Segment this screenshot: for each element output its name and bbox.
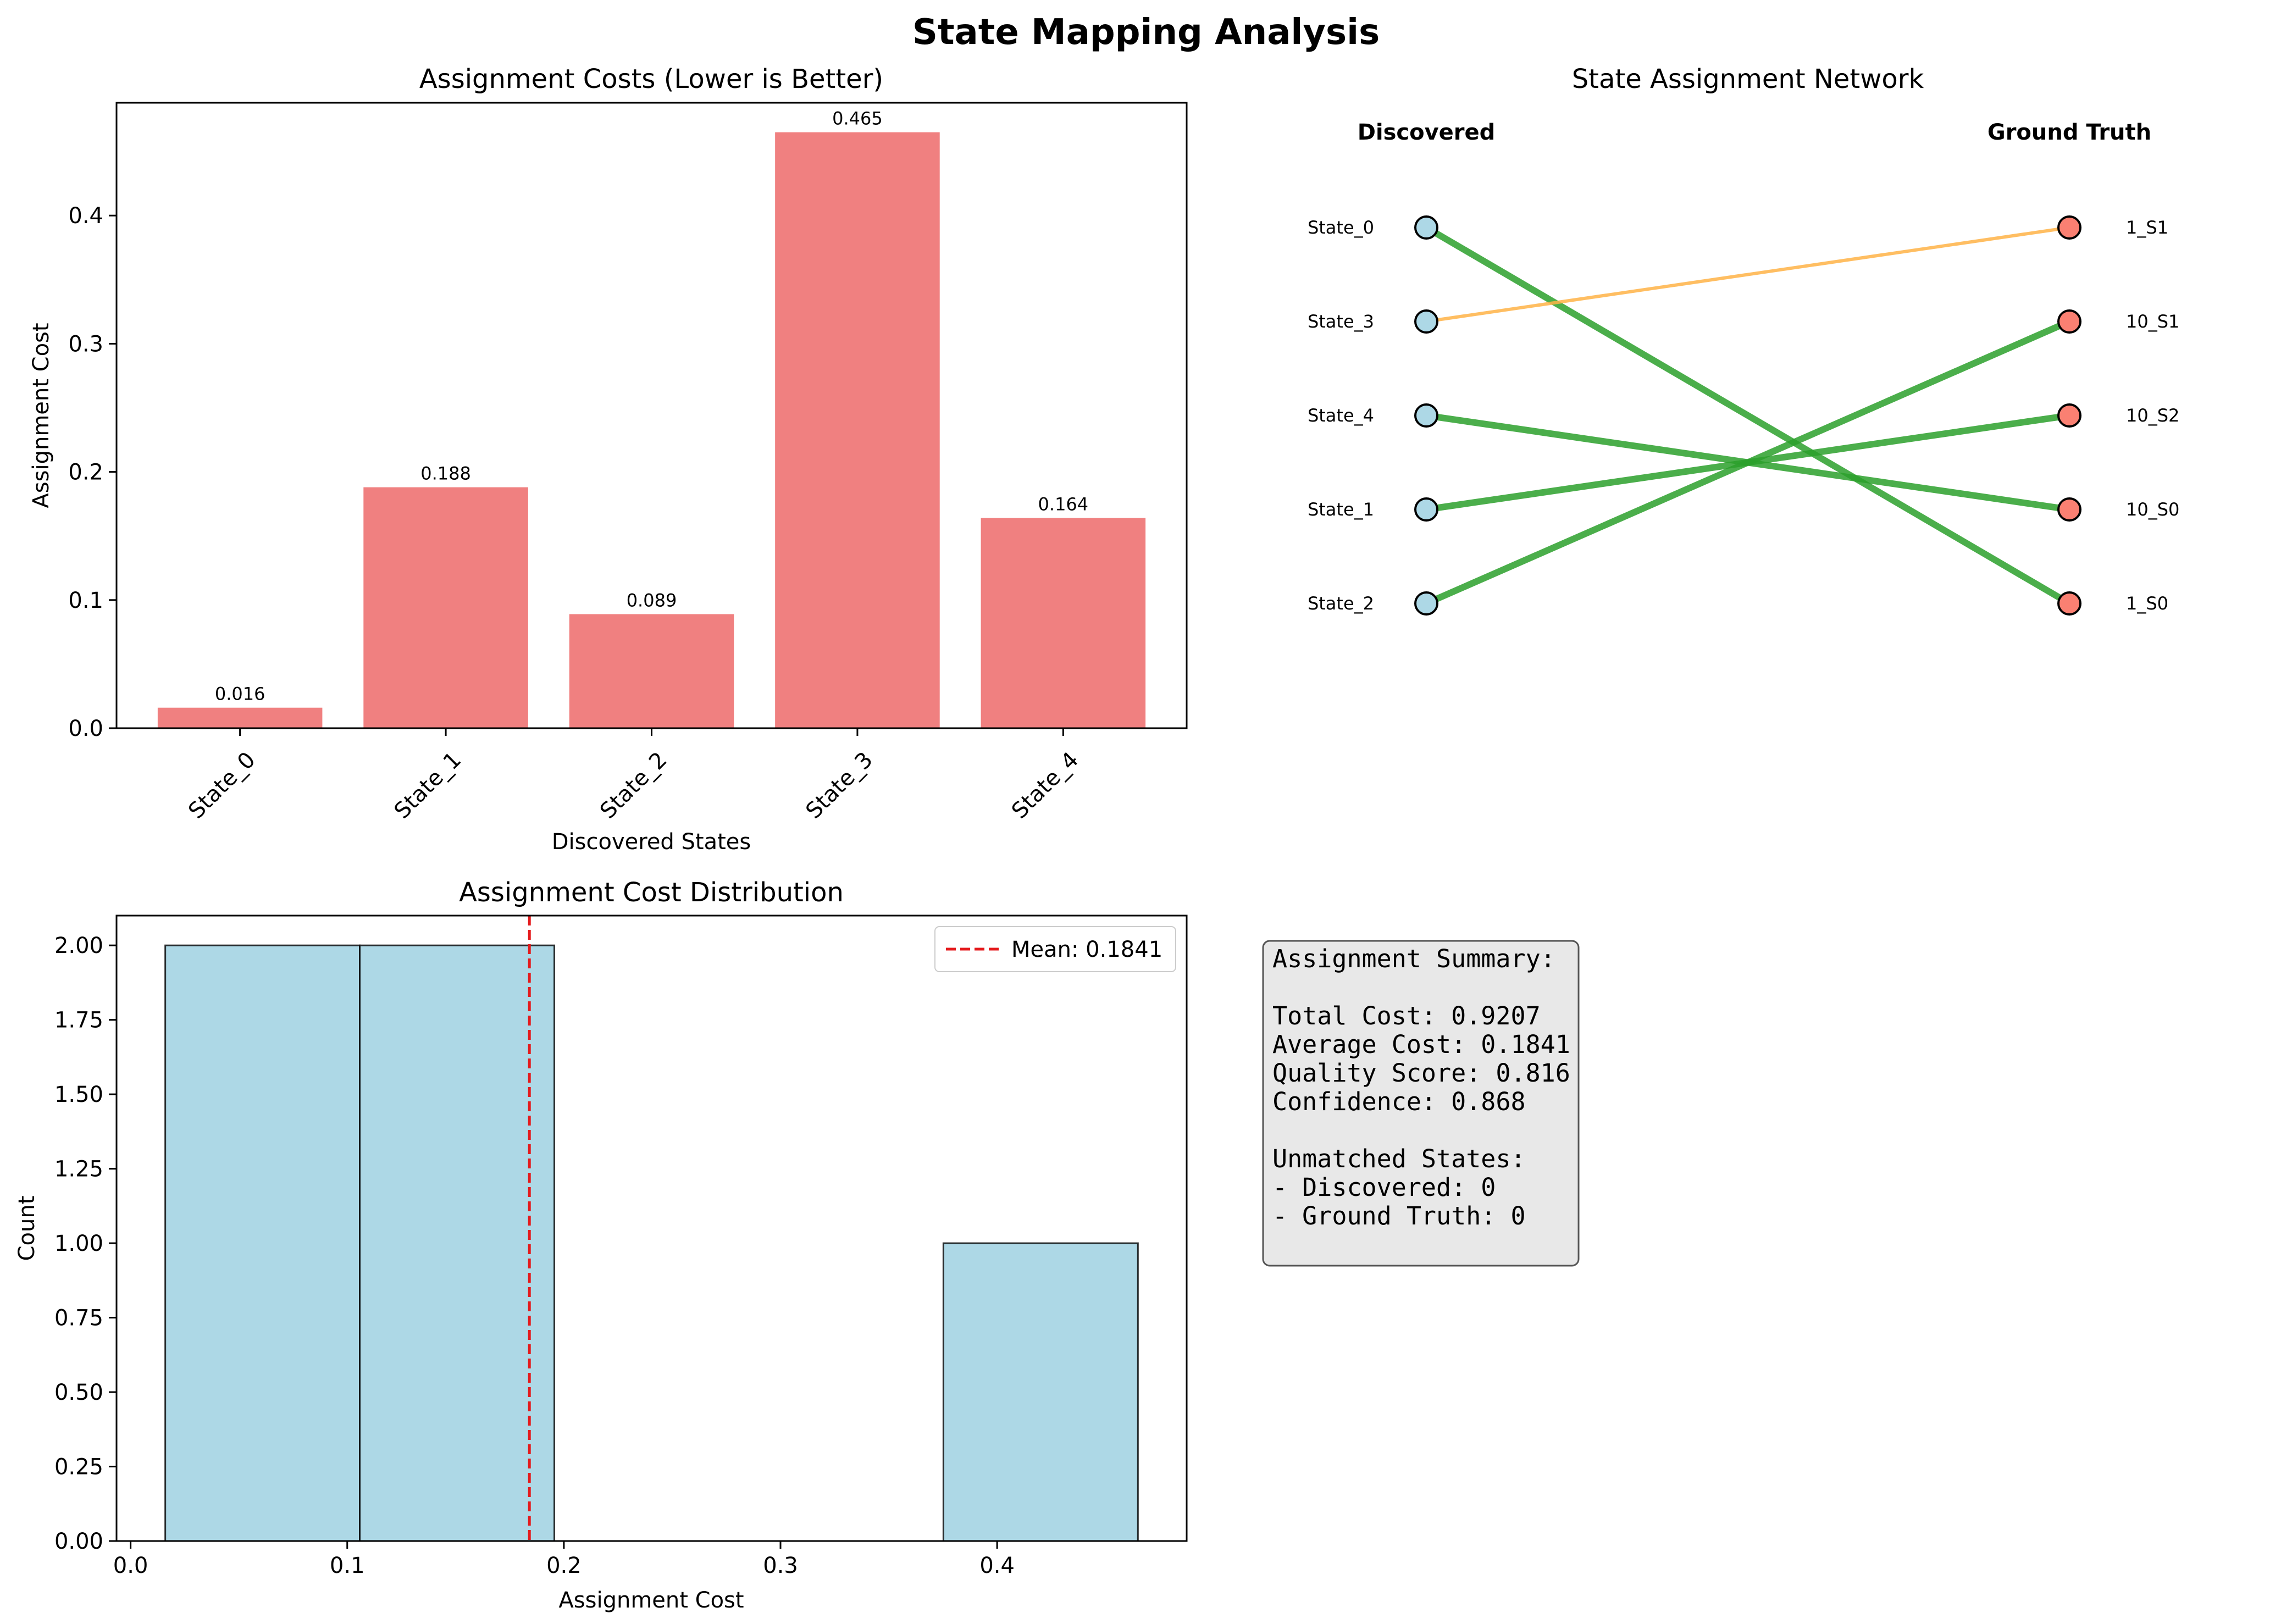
discovered-node-label: State_1	[1308, 499, 1374, 520]
x-tick-label: State_1	[390, 747, 467, 824]
link-State_3-1_S1	[1425, 226, 2071, 323]
histogram-title: Assignment Cost Distribution	[459, 877, 844, 908]
bar-chart-title: Assignment Costs (Lower is Better)	[419, 64, 883, 95]
discovered-node	[1414, 497, 1438, 522]
ground-truth-node	[2057, 497, 2081, 522]
bar-value-label: 0.089	[627, 590, 677, 611]
discovered-node	[1414, 309, 1438, 334]
histogram-marks: 0.0 0.1 0.2 0.3 0.4 0.00 0.25 0.50 0.75 1.00 1.25 1…	[54, 916, 1139, 1578]
network-ground-truth-header: Ground Truth	[1987, 120, 2151, 145]
histogram-frame	[115, 914, 1188, 1542]
summary-panel: Assignment Summary: Total Cost: 0.9207 A…	[1262, 940, 1580, 1267]
summary-line: Quality Score: 0.816	[1272, 1058, 1570, 1088]
ground-truth-node-label: 10_S2	[2126, 405, 2179, 426]
figure-title: State Mapping Analysis	[912, 12, 1380, 53]
bar-State_3	[775, 132, 940, 728]
bar-value-label: 0.188	[420, 463, 471, 484]
x-tick-label: State_0	[184, 747, 261, 824]
hist-bin	[942, 1242, 1139, 1542]
y-tick-label: 1.00	[54, 1231, 103, 1256]
bar-value-label: 0.016	[215, 684, 265, 705]
network-panel: State Assignment Network Discovered Grou…	[1308, 64, 2179, 616]
y-tick-label: 0.0	[68, 716, 103, 741]
summary-line: Confidence: 0.868	[1272, 1087, 1526, 1116]
histogram-x-axis-label: Assignment Cost	[558, 1588, 744, 1613]
network-title: State Assignment Network	[1572, 64, 1924, 95]
bar-State_4	[981, 518, 1146, 728]
y-tick-label: 0.2	[68, 460, 103, 485]
x-tick-label: 0.4	[979, 1553, 1015, 1578]
discovered-node	[1414, 403, 1438, 428]
network-discovered-header: Discovered	[1358, 120, 1496, 145]
link-State_0-1_S0	[1423, 224, 2073, 607]
bar-chart-frame	[115, 102, 1188, 729]
discovered-node-label: State_0	[1308, 217, 1374, 238]
link-State_2-10_S1	[1423, 318, 2073, 607]
histogram-legend: Mean: 0.1841	[934, 926, 1176, 972]
x-tick-label: State_4	[1007, 747, 1084, 824]
y-tick-label: 0.3	[68, 331, 103, 357]
summary-line: - Ground Truth: 0	[1272, 1201, 1526, 1231]
y-tick-label: 0.00	[54, 1529, 103, 1554]
x-tick-label: 0.0	[113, 1553, 148, 1578]
ground-truth-node	[2057, 591, 2081, 616]
hist-bin	[359, 944, 556, 1542]
summary-box	[1262, 940, 1580, 1267]
y-tick-label: 1.75	[54, 1008, 103, 1033]
x-tick-label: State_3	[801, 747, 878, 824]
discovered-node-label: State_3	[1308, 311, 1374, 332]
network-marks: State_0 State_3 State_4 State_1 State_2 1_S1 1…	[1308, 215, 2179, 616]
ground-truth-node-label: 1_S1	[2126, 217, 2168, 238]
legend-box	[934, 926, 1176, 972]
ground-truth-node	[2057, 403, 2081, 428]
x-tick-label: 0.3	[763, 1553, 798, 1578]
ground-truth-node-label: 10_S1	[2126, 311, 2179, 332]
summary-line: Assignment Summary:	[1272, 944, 1555, 973]
legend-mean-label: Mean: 0.1841	[1011, 937, 1162, 962]
ground-truth-node	[2057, 309, 2081, 334]
discovered-node	[1414, 591, 1438, 616]
summary-line: Total Cost: 0.9207	[1272, 1001, 1541, 1030]
ground-truth-node-label: 10_S0	[2126, 499, 2179, 520]
summary-line: - Discovered: 0	[1272, 1173, 1496, 1202]
bar-value-label: 0.465	[832, 108, 883, 129]
bar-chart-x-axis-label: Discovered States	[552, 829, 751, 855]
y-tick-label: 0.25	[54, 1455, 103, 1480]
y-tick-label: 0.1	[68, 588, 103, 613]
bar-chart-marks: 0.016 State_0 0.188 State_1 0.089 State_2 0.46…	[68, 108, 1146, 824]
discovered-node-label: State_2	[1308, 593, 1374, 614]
discovered-node	[1414, 215, 1438, 240]
y-tick-label: 0.75	[54, 1306, 103, 1331]
hist-bin	[164, 944, 361, 1542]
bar-State_2	[569, 614, 734, 728]
ground-truth-node-label: 1_S0	[2126, 593, 2168, 614]
y-tick-label: 2.00	[54, 933, 103, 958]
y-tick-label: 0.50	[54, 1380, 103, 1405]
x-tick-label: 0.1	[330, 1553, 365, 1578]
x-tick-label: State_2	[595, 747, 672, 824]
summary-line: Average Cost: 0.1841	[1272, 1030, 1570, 1059]
ground-truth-node	[2057, 215, 2081, 240]
histogram-panel: Assignment Cost Distribution 0.0 0.1 0.2 0.…	[14, 877, 1188, 1613]
y-tick-label: 1.25	[54, 1157, 103, 1182]
bar-State_0	[157, 707, 323, 728]
y-tick-label: 0.4	[68, 203, 103, 229]
y-tick-label: 1.50	[54, 1082, 103, 1107]
bar-value-label: 0.164	[1038, 494, 1089, 515]
histogram-y-axis-label: Count	[14, 1196, 40, 1261]
bar-chart-panel: Assignment Costs (Lower is Better) 0.016…	[29, 64, 1188, 855]
bar-State_1	[363, 487, 528, 728]
bar-chart-y-axis-label: Assignment Cost	[29, 323, 54, 508]
summary-line: Unmatched States:	[1272, 1144, 1526, 1173]
discovered-node-label: State_4	[1308, 405, 1374, 426]
x-tick-label: 0.2	[546, 1553, 582, 1578]
